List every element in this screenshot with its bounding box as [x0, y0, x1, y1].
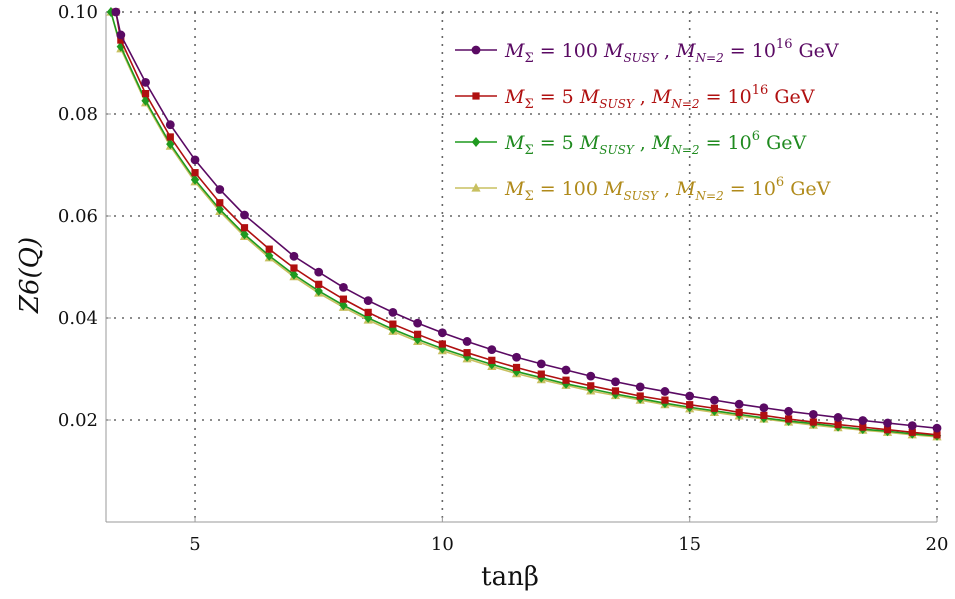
data-point	[111, 8, 120, 17]
data-point	[240, 211, 249, 220]
data-point	[388, 308, 397, 317]
legend-item: MΣ = 5 MSUSY , MN=2 = 1016 GeV	[455, 83, 815, 112]
data-point	[487, 345, 496, 354]
data-point	[661, 397, 668, 404]
data-point	[463, 337, 472, 346]
data-point	[488, 357, 495, 364]
x-axis-label: tanβ	[481, 562, 539, 592]
legend-marker	[472, 92, 479, 99]
data-point	[760, 412, 767, 419]
data-point	[439, 340, 446, 347]
data-point	[142, 90, 149, 97]
data-point	[438, 328, 447, 337]
data-point	[290, 264, 297, 271]
data-point	[612, 387, 619, 394]
legend-item: MΣ = 5 MSUSY , MN=2 = 106 GeV	[455, 129, 806, 158]
series-line	[111, 12, 937, 436]
data-point	[315, 281, 322, 288]
legend-label: MΣ = 100 MSUSY , MN=2 = 106 GeV	[504, 175, 831, 204]
legend-label: MΣ = 100 MSUSY , MN=2 = 1016 GeV	[504, 37, 839, 66]
data-point	[538, 371, 545, 378]
data-point	[784, 407, 793, 416]
data-point	[637, 392, 644, 399]
data-point	[414, 331, 421, 338]
x-tick-label: 15	[678, 534, 701, 555]
legend: MΣ = 100 MSUSY , MN=2 = 1016 GeV MΣ = 5 M…	[455, 37, 839, 204]
legend-item: MΣ = 100 MSUSY , MN=2 = 1016 GeV	[455, 37, 839, 66]
data-point	[463, 349, 470, 356]
y-tick-label: 0.10	[58, 2, 98, 23]
data-point	[785, 415, 792, 422]
series-4	[106, 7, 941, 440]
series-line	[116, 12, 937, 428]
data-point	[141, 78, 150, 87]
data-point	[834, 413, 843, 422]
data-point	[587, 382, 594, 389]
legend-item: MΣ = 100 MSUSY , MN=2 = 106 GeV	[455, 175, 831, 204]
data-point	[809, 410, 818, 419]
data-point	[364, 296, 373, 305]
data-point	[636, 382, 645, 391]
x-tick-label: 5	[189, 534, 200, 555]
data-point	[686, 401, 693, 408]
data-point	[759, 403, 768, 412]
data-point	[661, 387, 670, 396]
data-point	[241, 224, 248, 231]
y-tick-label: 0.06	[58, 206, 98, 227]
data-point	[611, 377, 620, 386]
data-point	[340, 296, 347, 303]
data-point	[290, 252, 299, 261]
data-point	[191, 156, 200, 165]
data-point	[167, 133, 174, 140]
data-point	[810, 418, 817, 425]
data-point	[562, 377, 569, 384]
data-point	[908, 421, 917, 430]
legend-marker	[472, 46, 481, 55]
data-point	[858, 416, 867, 425]
x-tick-label: 20	[926, 534, 949, 555]
y-tick-label: 0.02	[58, 410, 98, 431]
data-point	[339, 283, 348, 292]
x-tick-label: 10	[431, 534, 454, 555]
data-point	[512, 353, 521, 362]
data-point	[562, 366, 571, 375]
data-point	[365, 309, 372, 316]
y-axis-label: Z6(Q)	[15, 237, 45, 314]
tick-labels: 5 10 15 20 0.02 0.04 0.06 0.08 0.10	[58, 2, 949, 555]
data-point	[883, 419, 892, 428]
data-point	[413, 319, 422, 328]
data-point	[537, 360, 546, 369]
data-point	[736, 409, 743, 416]
data-point	[215, 185, 224, 194]
data-point	[191, 169, 198, 176]
data-point	[513, 364, 520, 371]
legend-marker	[472, 137, 480, 147]
y-tick-label: 0.04	[58, 308, 98, 329]
legend-label: MΣ = 5 MSUSY , MN=2 = 1016 GeV	[504, 83, 815, 112]
data-point	[586, 372, 595, 381]
legend-label: MΣ = 5 MSUSY , MN=2 = 106 GeV	[504, 129, 806, 158]
data-point	[116, 31, 125, 40]
data-point	[711, 405, 718, 412]
data-point	[314, 268, 323, 277]
data-point	[266, 246, 273, 253]
data-point	[710, 396, 719, 405]
data-point	[685, 392, 694, 401]
data-point	[166, 120, 175, 129]
data-point	[216, 199, 223, 206]
data-point	[933, 424, 942, 433]
data-point	[834, 421, 841, 428]
data-point	[389, 321, 396, 328]
series-line	[116, 12, 937, 435]
data-point	[735, 400, 744, 409]
y-tick-label: 0.08	[58, 104, 98, 125]
series-group	[106, 7, 941, 441]
